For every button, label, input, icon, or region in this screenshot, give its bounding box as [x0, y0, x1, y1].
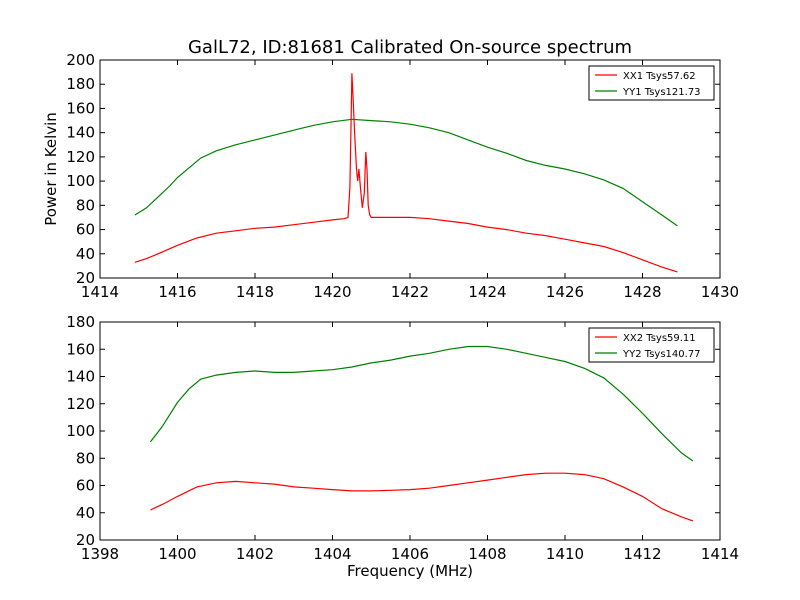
series-line-xx	[150, 472, 694, 522]
y-tick-label: 100	[66, 422, 95, 440]
y-tick-label: 160	[66, 340, 95, 358]
legend-box	[588, 65, 715, 101]
y-tick-label: 160	[66, 99, 95, 117]
x-tick-label: 1422	[391, 283, 429, 301]
x-tick-label: 1420	[313, 283, 351, 301]
x-tick-label: 1430	[701, 283, 739, 301]
bottom-panel: 1398 1400 1402 1404 1406 1408 1410 1412 1414 20 40…	[66, 313, 739, 580]
x-tick-label: 1428	[623, 283, 661, 301]
y-tick-label: 100	[66, 172, 95, 190]
series-line-xx	[134, 73, 678, 273]
x-tick-label: 1406	[391, 545, 429, 563]
x-tick-label: 1424	[468, 283, 506, 301]
x-tick-label: 1412	[623, 545, 661, 563]
y-tick-label: 60	[76, 477, 95, 495]
legend-label: XX2 Tsys59.11	[623, 333, 696, 344]
y-axis-label: Power in Kelvin	[42, 112, 60, 226]
y-tick-label: 120	[66, 395, 95, 413]
x-tick-label: 1414	[701, 545, 739, 563]
top-panel: 1414 1416 1418 1420 1422 1424 1426 1428 1430 20 40…	[42, 51, 739, 301]
legend: XX2 Tsys59.11 YY2 Tsys140.77	[588, 327, 715, 363]
x-tick-label: 1410	[546, 545, 584, 563]
x-tick-label: 1416	[158, 283, 196, 301]
y-tick-label: 80	[76, 449, 95, 467]
y-tick-label: 80	[76, 196, 95, 214]
y-tick-label: 40	[76, 504, 95, 522]
series-line-yy	[149, 345, 694, 462]
chart-title: GalL72, ID:81681 Calibrated On-source sp…	[188, 37, 632, 58]
x-tick-label: 1400	[158, 545, 196, 563]
y-tick-label: 40	[76, 245, 95, 263]
legend-label: XX1 Tsys57.62	[623, 71, 696, 82]
x-tick-label: 1404	[313, 545, 351, 563]
y-tick-label: 140	[66, 368, 95, 386]
x-tick-label: 1402	[236, 545, 274, 563]
legend-label: YY1 Tsys121.73	[622, 87, 701, 98]
x-tick-label: 1408	[468, 545, 506, 563]
x-tick-label: 1414	[81, 283, 119, 301]
y-tick-label: 180	[66, 75, 95, 93]
y-tick-label: 180	[66, 313, 95, 331]
y-tick-label: 200	[66, 51, 95, 69]
x-tick-label: 1426	[546, 283, 584, 301]
legend: XX1 Tsys57.62 YY1 Tsys121.73	[588, 65, 715, 101]
y-tick-label: 60	[76, 221, 95, 239]
series-line-yy	[134, 118, 678, 227]
x-tick-label: 1398	[81, 545, 119, 563]
x-axis-label: Frequency (MHz)	[347, 562, 473, 580]
y-tick-label: 20	[76, 269, 95, 287]
legend-box	[588, 327, 715, 363]
y-tick-label: 20	[76, 531, 95, 549]
y-tick-label: 140	[66, 124, 95, 142]
legend-label: YY2 Tsys140.77	[622, 349, 701, 360]
x-tick-label: 1418	[236, 283, 274, 301]
y-tick-label: 120	[66, 148, 95, 166]
